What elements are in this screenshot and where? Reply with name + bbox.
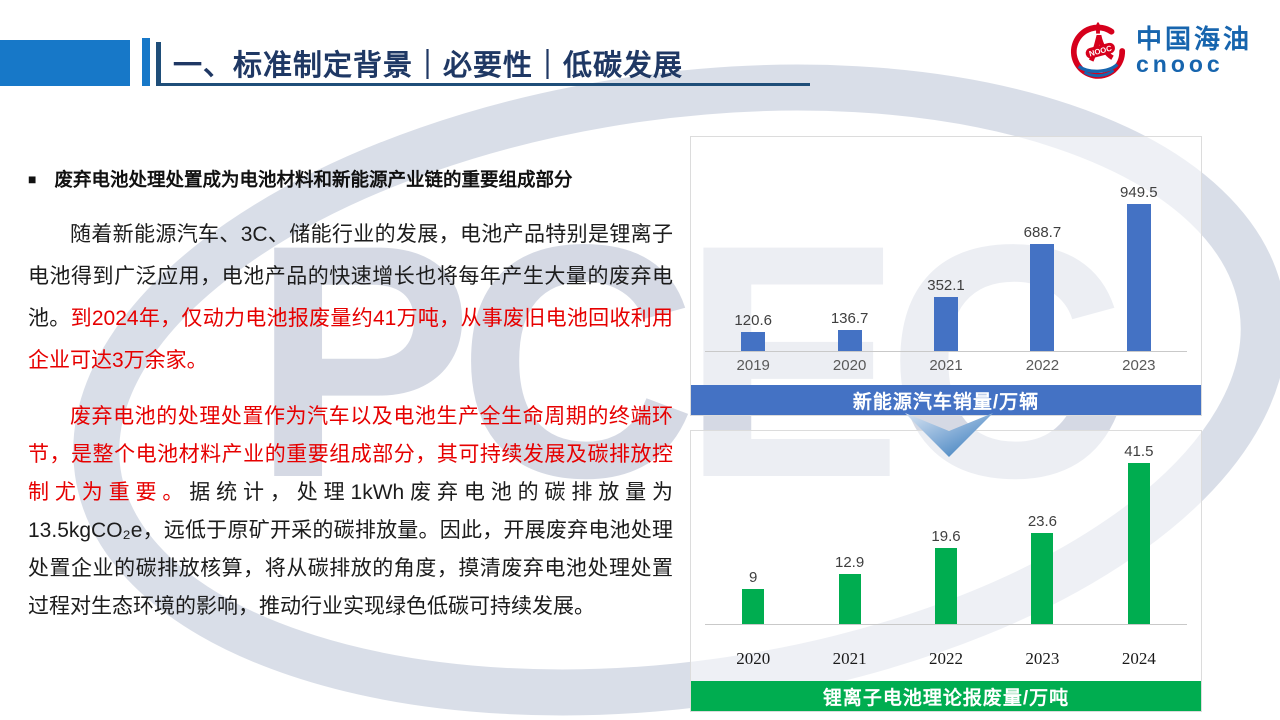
- x-axis-tick-label: 2023: [1025, 649, 1060, 668]
- paragraph-1: 随着新能源汽车、3C、储能行业的发展，电池产品特别是锂离子电池得到广泛应用，电池…: [28, 214, 673, 382]
- bar: [1031, 532, 1054, 624]
- text-segment-red: 到2024年，仅动力电池报废量约41万吨，从事废旧电池回收利用企业可达3万余家。: [28, 307, 674, 372]
- bar-value-label: 352.1: [927, 276, 965, 294]
- down-arrow-icon: [905, 413, 993, 457]
- page-title: 一、标准制定背景｜必要性｜低碳发展: [173, 49, 684, 82]
- bar: [1126, 204, 1151, 351]
- logo-en-name: cnooc: [1135, 50, 1224, 77]
- cnooc-logo: NOOC 中国海油 cnooc: [1069, 22, 1252, 80]
- chart-plot-area: 9 12.9 19.6 23.6 41.5: [705, 437, 1187, 625]
- bar-column: 41.5: [1091, 443, 1187, 624]
- logo-cn-name: 中国海油: [1135, 24, 1252, 55]
- section-heading-text: 废弃电池处理处置成为电池材料和新能源产业链的重要组成部分: [54, 169, 573, 190]
- bar-value-label: 949.5: [1120, 184, 1158, 201]
- x-axis-tick-label: 2019: [736, 357, 770, 374]
- chart-panel-battery-scrap: 9 12.9 19.6 23.6 41.5 2020 2021 2022 2023 2024 锂…: [690, 430, 1202, 712]
- text-segment-black: 随着新能源汽车、3C、储能行业的发展，电池产品特别是锂离子电池得到广泛应用，电池…: [28, 223, 673, 330]
- x-axis-tick-label: 2021: [832, 649, 867, 668]
- x-axis-tick-label: 2022: [1025, 357, 1060, 374]
- bar-column: 949.5: [1091, 184, 1187, 351]
- paragraph-2: 废弃电池的处理处置作为汽车以及电池生产全生命周期的终端环节，是整个电池材料产业的…: [28, 398, 673, 626]
- bar: [741, 332, 766, 351]
- title-box: 一、标准制定背景｜必要性｜低碳发展: [156, 42, 810, 86]
- bar: [1030, 244, 1055, 351]
- chart-caption: 锂离子电池理论报废量/万吨: [691, 681, 1201, 711]
- bar-value-label: 41.5: [1124, 443, 1154, 461]
- chart-panel-ev-sales: 120.6 136.7 352.1 688.7 949.5 2019 2020 2021 20…: [690, 136, 1202, 416]
- bar-column: 9: [705, 569, 801, 624]
- header-blue-bar: [142, 38, 150, 86]
- bar-column: 23.6: [994, 513, 1090, 624]
- chart-x-axis-labels: 2020 2021 2022 2023 2024: [705, 649, 1187, 675]
- bar-column: 120.6: [705, 312, 801, 351]
- chart-x-axis-labels: 2019 2020 2021 2022 2023: [705, 357, 1187, 381]
- cnooc-emblem-icon: NOOC: [1070, 22, 1126, 79]
- x-axis-tick-label: 2024: [1121, 649, 1156, 668]
- bar: [837, 329, 862, 351]
- bar: [742, 589, 765, 624]
- bar-column: 19.6: [898, 528, 994, 624]
- bar-column: 688.7: [994, 224, 1090, 351]
- chart-plot-area: 120.6 136.7 352.1 688.7 949.5: [705, 145, 1187, 352]
- square-bullet-icon: ■: [28, 171, 37, 187]
- bar-column: 12.9: [801, 554, 897, 624]
- x-axis-tick-label: 2021: [929, 357, 963, 374]
- x-axis-tick-label: 2020: [736, 649, 771, 668]
- header-blue-block: [0, 40, 130, 86]
- bar-value-label: 9: [749, 569, 758, 587]
- x-axis-tick-label: 2023: [1122, 357, 1156, 374]
- bar: [935, 548, 958, 624]
- bar: [934, 296, 959, 351]
- chart-caption: 新能源汽车销量/万辆: [691, 385, 1201, 415]
- section-heading: ■ 废弃电池处理处置成为电池材料和新能源产业链的重要组成部分: [28, 166, 673, 192]
- bar: [838, 574, 861, 624]
- bar-value-label: 23.6: [1027, 512, 1058, 530]
- text-column: ■ 废弃电池处理处置成为电池材料和新能源产业链的重要组成部分 随着新能源汽车、3…: [28, 166, 673, 626]
- logo-text: 中国海油 cnooc: [1136, 26, 1252, 76]
- bar-value-label: 19.6: [931, 528, 961, 546]
- x-axis-tick-label: 2020: [832, 357, 867, 374]
- bar-value-label: 136.7: [830, 309, 869, 327]
- slide-header: 一、标准制定背景｜必要性｜低碳发展 NOOC 中国海油 cnooc: [0, 0, 1280, 100]
- bar-value-label: 12.9: [835, 554, 865, 572]
- x-axis-tick-label: 2022: [929, 649, 964, 668]
- bar-column: 352.1: [898, 276, 994, 351]
- bar-column: 136.7: [801, 310, 897, 351]
- text-segment-black: 据统计，处理1kWh废弃电池的碳排放量为13.5kgCO₂e，远低于原矿开采的碳…: [28, 481, 674, 618]
- bar: [1127, 463, 1150, 624]
- bar-value-label: 120.6: [734, 312, 772, 330]
- bar-value-label: 688.7: [1023, 224, 1062, 242]
- text-segment-red: 废弃电池的处理处置作为汽车以及电池生产全生命周期的终端环节，是整个电池材料产业的…: [28, 405, 673, 504]
